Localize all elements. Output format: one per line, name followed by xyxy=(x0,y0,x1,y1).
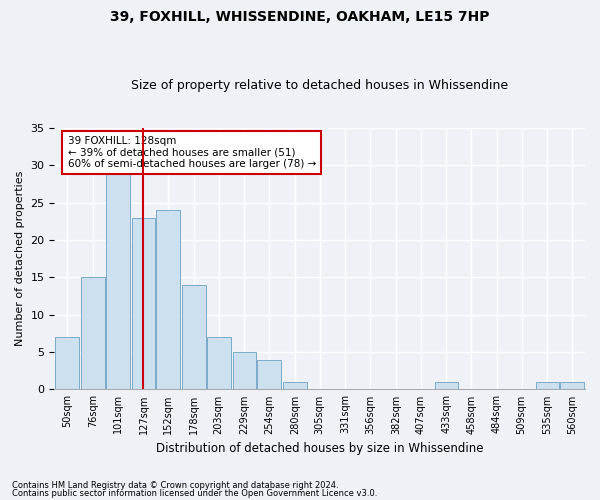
Bar xyxy=(131,218,155,390)
Bar xyxy=(81,278,105,390)
Bar xyxy=(434,382,458,390)
Text: 39 FOXHILL: 128sqm
← 39% of detached houses are smaller (51)
60% of semi-detache: 39 FOXHILL: 128sqm ← 39% of detached hou… xyxy=(68,136,316,169)
Text: 39, FOXHILL, WHISSENDINE, OAKHAM, LE15 7HP: 39, FOXHILL, WHISSENDINE, OAKHAM, LE15 7… xyxy=(110,10,490,24)
Bar xyxy=(536,382,559,390)
Bar xyxy=(182,285,206,390)
Text: Contains public sector information licensed under the Open Government Licence v3: Contains public sector information licen… xyxy=(12,488,377,498)
Bar xyxy=(157,210,180,390)
Y-axis label: Number of detached properties: Number of detached properties xyxy=(15,171,25,346)
Bar xyxy=(55,337,79,390)
Text: Contains HM Land Registry data © Crown copyright and database right 2024.: Contains HM Land Registry data © Crown c… xyxy=(12,481,338,490)
Bar xyxy=(106,172,130,390)
Bar xyxy=(560,382,584,390)
Title: Size of property relative to detached houses in Whissendine: Size of property relative to detached ho… xyxy=(131,79,508,92)
Bar xyxy=(283,382,307,390)
Bar xyxy=(207,337,230,390)
Bar xyxy=(257,360,281,390)
X-axis label: Distribution of detached houses by size in Whissendine: Distribution of detached houses by size … xyxy=(156,442,484,455)
Bar xyxy=(233,352,256,390)
